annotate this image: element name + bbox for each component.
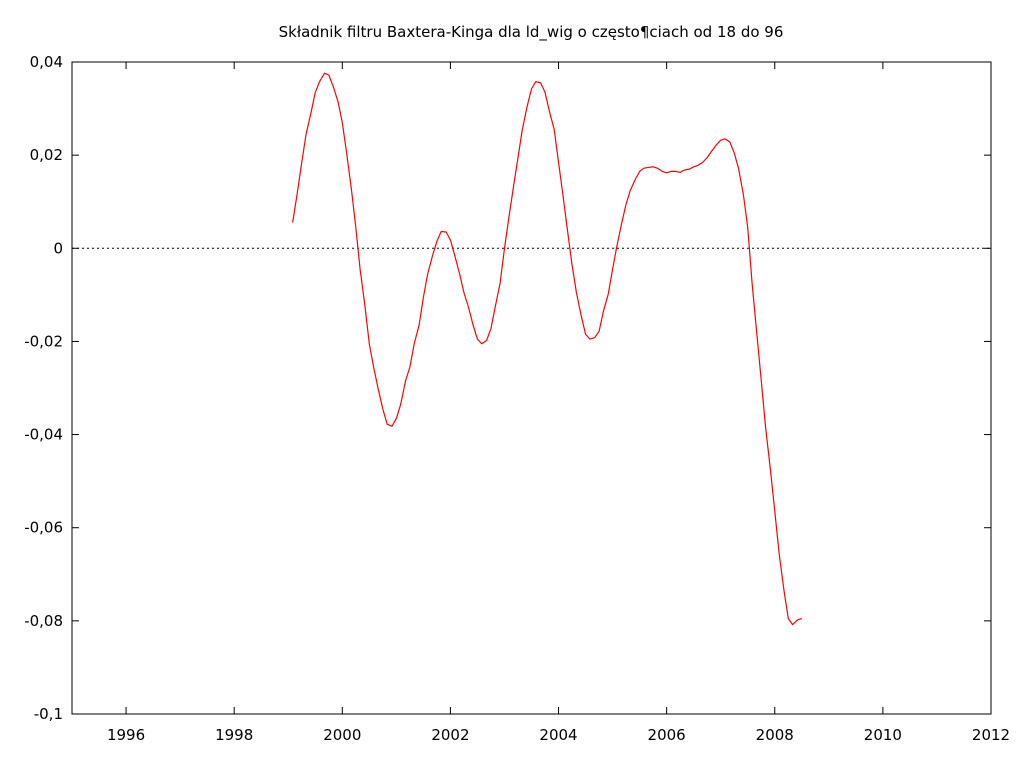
y-tick-label: -0,1 (34, 705, 63, 723)
x-tick-label: 1998 (215, 726, 253, 744)
y-tick-label: 0,02 (30, 146, 63, 164)
y-tick-label: -0,06 (24, 519, 63, 537)
x-tick-label: 2010 (864, 726, 902, 744)
x-tick-label: 2012 (972, 726, 1010, 744)
series-line-0 (292, 72, 802, 626)
y-axis: 0,04 0,02 0 -0,02 -0,04 -0,06 -0,08 -0,1 (24, 53, 991, 723)
x-tick-label: 2006 (648, 726, 686, 744)
x-tick-label: 1996 (107, 726, 145, 744)
x-tick-label: 2004 (539, 726, 577, 744)
y-tick-label: 0 (53, 239, 63, 257)
x-tick-label: 2000 (323, 726, 361, 744)
y-tick-label: -0,04 (24, 426, 63, 444)
plot-frame (71, 61, 992, 715)
series-layer (292, 72, 802, 626)
x-tick-label: 2008 (756, 726, 794, 744)
x-tick-label: 2002 (431, 726, 469, 744)
y-tick-label: 0,04 (30, 53, 63, 71)
y-tick-label: -0,02 (24, 332, 63, 350)
chart-title: Składnik filtru Baxtera-Kinga dla ld_wig… (279, 23, 784, 42)
x-axis: 1996 1998 2000 2002 2004 2006 2008 2010 2012 (107, 62, 1010, 744)
y-tick-label: -0,08 (24, 612, 63, 630)
